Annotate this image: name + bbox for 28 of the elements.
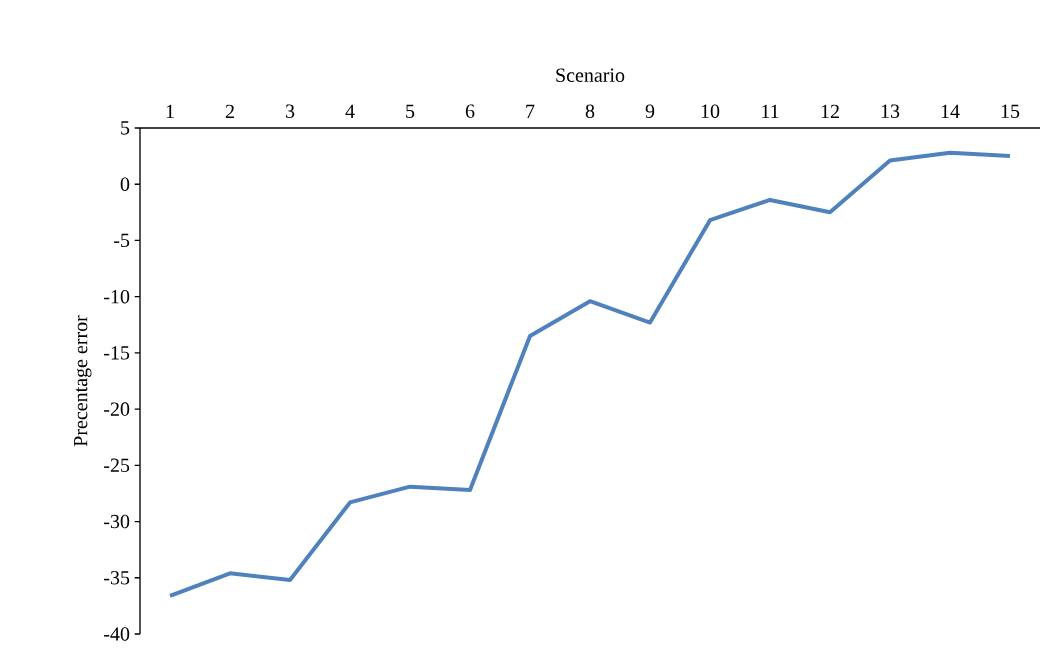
x-tick-label: 7 [526, 104, 535, 118]
x-tick-label: 12 [821, 104, 839, 118]
x-tick-label: 14 [941, 104, 960, 118]
y-tick-label: -5 [114, 233, 130, 248]
x-tick-label: 4 [345, 104, 355, 118]
y-tick-label: -35 [104, 571, 130, 585]
x-tick-label: 13 [881, 104, 900, 118]
y-tick-label: 0 [120, 177, 130, 191]
x-tick-label: 6 [465, 104, 475, 118]
x-tick-label: 15 [1001, 104, 1020, 118]
x-tick-label: 9 [645, 104, 655, 118]
y-tick-label: -40 [104, 627, 130, 641]
y-axis-title: Precentage error [74, 315, 92, 447]
y-tick-label: -15 [104, 346, 130, 360]
x-tick-label: 10 [701, 104, 720, 118]
x-tick-label: 8 [585, 104, 595, 118]
x-tick-label: 1 [166, 104, 174, 118]
y-tick-label: 5 [121, 121, 130, 135]
x-tick-label: 2 [225, 104, 234, 118]
x-axis-title: Scenario [556, 68, 625, 82]
x-tick-label: 5 [406, 104, 415, 118]
x-tick-label: 3 [285, 104, 295, 118]
y-tick-label: -30 [104, 514, 130, 529]
y-tick-label: -10 [104, 289, 130, 304]
y-tick-label: -20 [104, 402, 130, 416]
line-series [168, 150, 1012, 598]
x-tick-label: 11 [762, 104, 779, 118]
y-tick-label: -25 [104, 458, 130, 473]
